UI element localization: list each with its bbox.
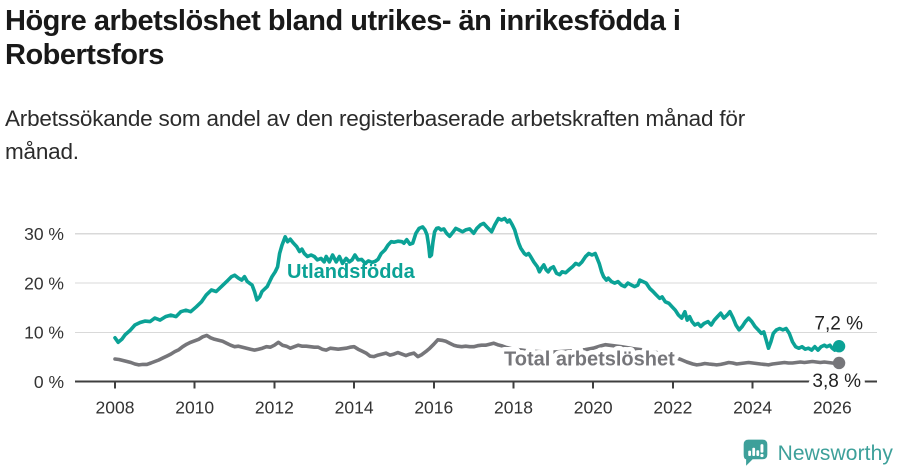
x-tick-label: 2020 (574, 398, 613, 418)
page-title: Högre arbetslöshet bland utrikes- än inr… (5, 4, 865, 72)
series-label-total: Total arbetslöshet (504, 349, 675, 371)
subtitle-line-2: månad. (5, 139, 79, 164)
x-tick-label: 2022 (653, 398, 692, 418)
x-tick-label: 2008 (96, 398, 135, 418)
line-chart: 0 % 10 % 20 % 30 % 2008 2010 2012 2014 2016 2018 2… (24, 216, 877, 418)
y-tick-label: 10 % (24, 323, 64, 343)
series-line-utlandsfodda (113, 216, 841, 352)
x-tick-label: 2012 (255, 398, 294, 418)
x-tick-label: 2016 (414, 398, 453, 418)
subtitle-line-1: Arbetssökande som andel av den registerb… (5, 106, 745, 131)
chart-subtitle: Arbetssökande som andel av den registerb… (5, 102, 865, 168)
newsworthy-logo-icon (743, 439, 767, 466)
title-line-2: Robertsfors (5, 39, 164, 71)
y-tick-label: 0 % (34, 372, 64, 392)
newsworthy-brand-text: Newsworthy (777, 441, 893, 465)
chart-header: Högre arbetslöshet bland utrikes- än inr… (5, 4, 865, 168)
end-value-label-total: 3,8 % (812, 371, 861, 392)
series-line-total (113, 333, 841, 367)
end-dot-total (832, 356, 846, 370)
x-tick-label: 2026 (813, 398, 852, 418)
y-tick-label: 30 % (24, 224, 64, 244)
footer-branding: Newsworthy (742, 438, 893, 469)
y-tick-label: 20 % (24, 273, 64, 293)
x-tick-label: 2018 (494, 398, 533, 418)
end-value-label-utlandsfodda: 7,2 % (814, 314, 863, 335)
series-label-utlandsfodda: Utlandsfödda (287, 261, 416, 283)
x-tick-label: 2014 (335, 398, 374, 418)
end-dot-utlandsfodda (832, 340, 846, 353)
x-tick-label: 2024 (733, 398, 772, 418)
x-tick-label: 2010 (175, 398, 214, 418)
title-line-1: Högre arbetslöshet bland utrikes- än inr… (5, 5, 681, 37)
